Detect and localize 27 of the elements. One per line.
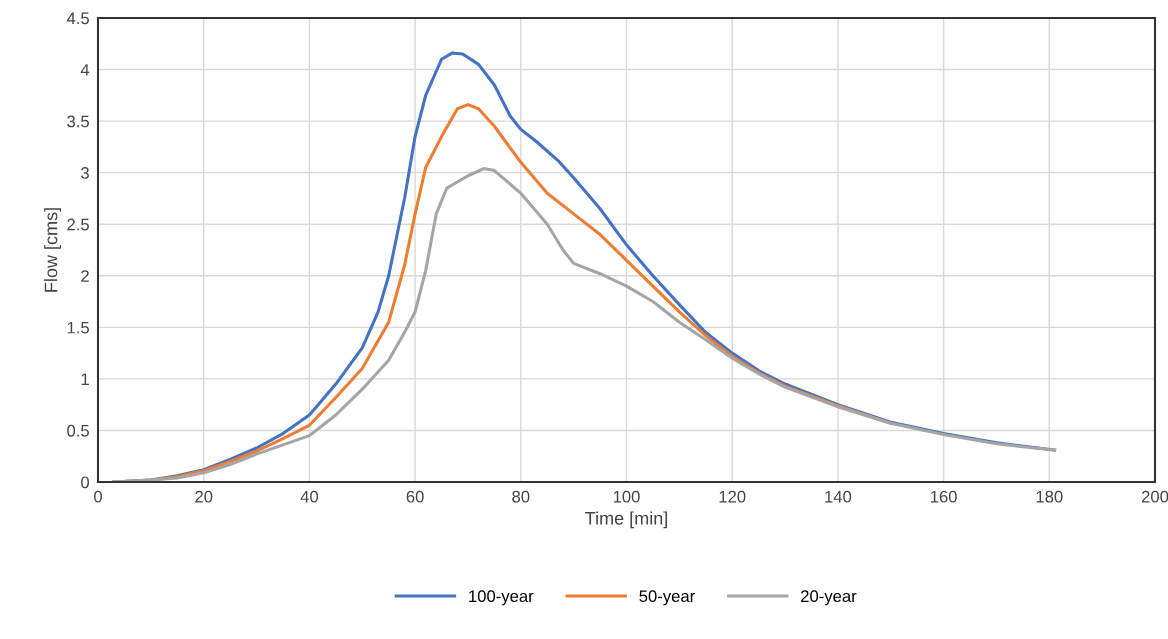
x-tick-label: 140: [825, 490, 852, 503]
y-tick-label: 3: [81, 167, 89, 179]
x-tick-label: 120: [719, 490, 746, 503]
x-axis-title: Time [min]: [585, 511, 668, 529]
y-tick-label: 1: [81, 373, 89, 385]
y-axis-title: Flow [cms]: [44, 208, 61, 292]
x-tick-label: 20: [195, 490, 213, 503]
line-series: [112, 167, 1057, 482]
y-tick-label: 0.5: [67, 424, 89, 437]
y-tick-label: 1.5: [67, 321, 89, 334]
y-tick-label: 4: [80, 64, 90, 76]
x-tick-label: 60: [406, 490, 424, 503]
legend-label: 50-year: [639, 590, 695, 606]
x-tick-label: 80: [512, 490, 530, 503]
y-tick-label: 4.5: [66, 12, 89, 25]
x-tick-label: 180: [1036, 490, 1063, 503]
legend-label: 100-year: [469, 590, 534, 606]
y-tick-label: 0: [81, 476, 90, 489]
y-tick-label: 2.5: [67, 218, 89, 231]
x-tick-label: 0: [94, 490, 102, 503]
x-tick-label: 200: [1141, 490, 1168, 503]
x-tick-label: 160: [930, 490, 957, 503]
x-tick-label: 40: [300, 490, 319, 503]
x-tick-label: 100: [613, 490, 640, 503]
y-tick-label: 3.5: [67, 115, 89, 128]
y-tick-label: 2: [81, 270, 89, 282]
legend-label: 20-year: [801, 590, 857, 606]
